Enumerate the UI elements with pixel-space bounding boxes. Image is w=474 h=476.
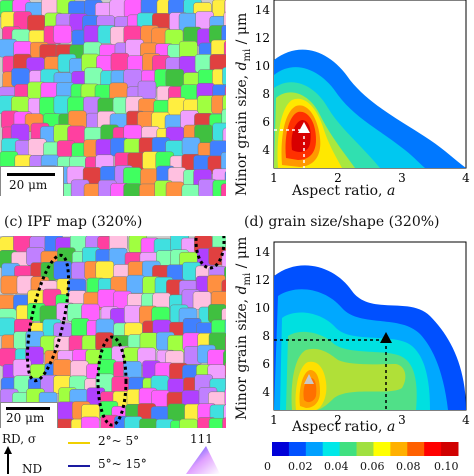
colorbar-tick-1: 0.02 [288,460,313,473]
colorbar-segment [424,442,441,456]
highlight-ellipse-3 [196,236,224,268]
grain [124,184,142,196]
y-axis-title-d-symbol: d [234,285,250,294]
scale-bar-a [7,173,55,176]
y-axis-title-b-text: Minor grain size, [234,70,250,196]
caption-d: (d) grain size/shape (320%) [244,214,440,230]
rd-arrow-head [4,446,12,454]
x-tick-b-4: 4 [462,171,470,185]
x-axis-title-d-symbol: a [387,419,395,435]
colorbar-tick-5: 0.10 [434,460,459,473]
grain [111,53,129,71]
colorbar-segment [306,442,323,456]
colorbar-segment [441,442,458,456]
y-tick-b-10: 10 [255,59,270,73]
scale-label-c: 20 μm [6,411,44,425]
colorbar [268,440,474,458]
grain [222,67,226,85]
x-tick-b-1: 1 [270,171,278,185]
highlight-ellipses-c [0,236,226,428]
grain [166,69,184,87]
grain [12,68,30,86]
boundary-low-swatch [68,442,90,444]
x-axis-title-b: Aspect ratio, a [292,183,395,199]
colorbar-tick-2: 0.04 [324,460,349,473]
ipf-triangle-shape [186,446,220,474]
colorbar-segment [357,442,374,456]
scale-box-a: 20 μm [0,166,64,196]
y-tick-b-12: 12 [255,31,270,45]
y-axis-title-b-unit: / μm [234,13,250,49]
colorbar-segment [340,442,357,456]
colorbar-tick-4: 0.08 [396,460,421,473]
x-axis-title-b-symbol: a [387,183,395,199]
y-axis-title-b-symbol: d [234,61,250,70]
x-tick-b-3: 3 [398,171,406,185]
x-axis-title-b-text: Aspect ratio, [292,183,387,199]
y-axis-title-d-subscript: mi [242,273,253,286]
y-axis-title-d-text: Minor grain size, [234,294,250,420]
y-tick-d-6: 6 [262,357,270,371]
colorbar-tick-3: 0.06 [360,460,385,473]
grain [182,137,200,155]
grain [123,168,141,186]
y-axis-title-d: Minor grain size, dmi / μm [234,237,253,420]
y-tick-d-8: 8 [262,329,270,343]
rd-label: RD, σ [2,432,36,446]
boundary-low-label: 2°~ 5° [98,434,139,448]
colorbar-segment [289,442,306,456]
ipf-map-c: 20 μm [0,236,226,428]
x-axis-title-d: Aspect ratio, a [292,419,395,435]
heatmap-b: 1 2 3 4 4 6 8 10 12 14 [230,0,474,200]
grain [166,182,184,196]
y-tick-b-8: 8 [262,87,270,101]
grain [221,184,226,196]
colorbar-segment [407,442,424,456]
y-tick-b-4: 4 [262,143,270,157]
ipf-corner-label: 111 [190,432,213,446]
y-tick-d-12: 12 [255,273,270,287]
y-tick-b-6: 6 [262,115,270,129]
colorbar-segment [323,442,340,456]
y-axis-title-b: Minor grain size, dmi / μm [234,13,253,196]
highlight-ellipse-2 [98,337,126,425]
x-axis-title-d-text: Aspect ratio, [292,419,387,435]
scale-box-c: 20 μm [0,402,58,428]
colorbar-tick-0: 0 [264,460,271,473]
ipf-map-a: 20 μm [0,0,226,196]
heatmap-d: 1 2 3 4 4 6 8 10 12 14 [230,236,474,432]
boundary-high-swatch [68,465,90,467]
highlight-ellipse-1 [19,252,77,384]
colorbar-segment [272,442,289,456]
y-axis-title-d-unit: / μm [234,237,250,273]
y-tick-d-10: 10 [255,301,270,315]
y-tick-b-14: 14 [255,3,271,17]
y-axis-title-b-subscript: mi [242,49,253,62]
scale-label-a: 20 μm [9,178,47,192]
caption-c: (c) IPF map (320%) [4,214,142,230]
y-tick-d-4: 4 [262,385,270,399]
scale-bar-c [6,407,50,410]
colorbar-segment [390,442,407,456]
y-tick-d-14: 14 [255,245,271,259]
boundary-high-label: 5°~ 15° [98,457,147,471]
x-tick-d-4: 4 [462,413,470,427]
ipf-triangle [176,446,226,474]
colorbar-segment [373,442,390,456]
grain [85,68,103,86]
x-tick-d-3: 3 [398,413,406,427]
grain [53,25,71,43]
grain [221,152,226,170]
x-tick-d-1: 1 [270,413,278,427]
grain [182,185,200,196]
